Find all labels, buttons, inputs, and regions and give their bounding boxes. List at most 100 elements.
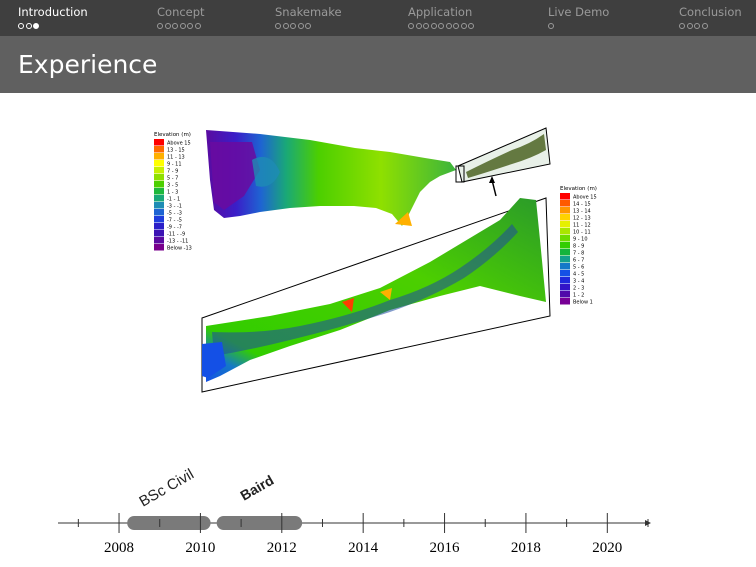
- nav-slide-dot[interactable]: [415, 23, 422, 29]
- nav-section-application[interactable]: Application: [408, 5, 473, 19]
- legend-swatch: [560, 270, 570, 277]
- timeline: BSc Civil Baird 2008 2010 2012 2014 2016 2018 2…: [58, 466, 651, 556]
- legend-entry: 7 - 9: [167, 169, 178, 175]
- nav-slide-dot[interactable]: [157, 23, 163, 29]
- legend-swatch: [154, 209, 164, 216]
- nav-slide-dot[interactable]: [18, 23, 24, 29]
- legend-swatch: [560, 228, 570, 235]
- nav-slide-dot[interactable]: [548, 23, 554, 29]
- nav-section-conclusion[interactable]: Conclusion: [679, 5, 742, 19]
- legend-swatch: [560, 277, 570, 284]
- legend-swatch: [154, 188, 164, 195]
- nav-slide-dots: [157, 23, 201, 31]
- legend-entry: 5 - 7: [167, 176, 178, 182]
- timeline-year-label: 2012: [267, 540, 297, 556]
- timeline-year-label: 2016: [430, 540, 461, 556]
- nav-slide-dot[interactable]: [453, 23, 459, 29]
- nav-slide-dot[interactable]: [164, 23, 171, 29]
- legend-swatch: [154, 244, 164, 251]
- legend-swatch: [560, 284, 570, 291]
- legend-entry: 1 - 2: [573, 293, 584, 299]
- legend-entry: -3 - -1: [167, 204, 182, 210]
- nav-slide-dot[interactable]: [297, 23, 304, 29]
- nav-slide-dot[interactable]: [275, 23, 281, 29]
- legend-entry: 9 - 10: [573, 237, 588, 243]
- nav-slide-dot[interactable]: [33, 23, 39, 29]
- timeline-period-label: Baird: [237, 472, 276, 504]
- legend-entry: Below 1: [573, 300, 593, 306]
- timeline-year-label: 2014: [348, 540, 379, 556]
- legend-swatch: [154, 230, 164, 237]
- nav-slide-dot[interactable]: [701, 23, 708, 29]
- nav-slide-dot[interactable]: [468, 23, 474, 29]
- zoom-inset: [455, 127, 551, 183]
- legend-swatch: [154, 202, 164, 209]
- nav-slide-dot[interactable]: [187, 23, 193, 29]
- legend-entry: Above 15: [573, 195, 597, 201]
- nav-section-concept[interactable]: Concept: [157, 5, 205, 19]
- legend-swatch: [560, 235, 570, 242]
- legend-entry: 12 - 13: [573, 216, 591, 222]
- legend-swatch: [560, 263, 570, 270]
- timeline-year-label: 2010: [185, 540, 215, 556]
- nav-slide-dot[interactable]: [438, 23, 444, 29]
- nav-slide-dots: [408, 23, 474, 31]
- nav-slide-dot[interactable]: [686, 23, 693, 29]
- legend-entry: 13 - 14: [573, 209, 591, 215]
- timeline-period-label: BSc Civil: [136, 466, 196, 511]
- nav-slide-dot[interactable]: [679, 23, 685, 29]
- nav-slide-dot[interactable]: [305, 23, 311, 29]
- nav-slide-dots: [18, 23, 39, 31]
- nav-slide-dot[interactable]: [290, 23, 296, 29]
- frame-title-bar: [0, 36, 756, 93]
- legend-swatch: [560, 193, 570, 200]
- legend-swatch: [560, 242, 570, 249]
- legend-entry: 11 - 12: [573, 223, 591, 229]
- legend-swatch: [154, 181, 164, 188]
- legend-swatch: [154, 216, 164, 223]
- nav-slide-dot[interactable]: [282, 23, 289, 29]
- nav-slide-dot[interactable]: [25, 23, 32, 29]
- nav-slide-dots: [548, 23, 554, 31]
- nav-slide-dot[interactable]: [460, 23, 467, 29]
- nav-slide-dot[interactable]: [445, 23, 452, 29]
- nav-slide-dot[interactable]: [430, 23, 437, 29]
- legend-entry: -5 - -3: [167, 211, 182, 217]
- legend-entry: -13 - -11: [167, 239, 188, 245]
- nav-slide-dot[interactable]: [423, 23, 429, 29]
- legend-entry: 2 - 3: [573, 286, 584, 292]
- nav-section-introduction[interactable]: Introduction: [18, 5, 88, 19]
- nav-slide-dots: [275, 23, 311, 31]
- lower-elevation-map: [201, 197, 551, 393]
- legend-entry: 5 - 6: [573, 265, 584, 271]
- timeline-period-bar: [127, 516, 211, 530]
- nav-slide-dot[interactable]: [694, 23, 700, 29]
- legend-swatch: [154, 237, 164, 244]
- legend-swatch: [560, 214, 570, 221]
- legend-swatch: [560, 298, 570, 305]
- legend-entry: 11 - 13: [167, 155, 185, 161]
- frame-title: Experience: [18, 50, 158, 79]
- legend-entry: 7 - 8: [573, 251, 584, 257]
- legend-swatch: [560, 256, 570, 263]
- nav-section-snakemake[interactable]: Snakemake: [275, 5, 342, 19]
- timeline-year-label: 2020: [592, 540, 622, 556]
- legend-swatch: [560, 249, 570, 256]
- legend-swatch: [560, 291, 570, 298]
- legend-entry: 14 - 15: [573, 202, 591, 208]
- legend-swatch: [154, 223, 164, 230]
- timeline-period-bar: [216, 516, 303, 530]
- legend-swatch: [560, 221, 570, 228]
- nav-slide-dot[interactable]: [172, 23, 178, 29]
- nav-slide-dot[interactable]: [194, 23, 201, 29]
- legend-swatch: [154, 160, 164, 167]
- nav-slide-dot[interactable]: [408, 23, 414, 29]
- legend-entry: 3 - 5: [167, 183, 178, 189]
- upper-elevation-map: [206, 130, 456, 226]
- legend-entry: -9 - -7: [167, 225, 182, 231]
- legend-entry: 13 - 15: [167, 148, 185, 154]
- nav-slide-dot[interactable]: [179, 23, 186, 29]
- legend-entry: 9 - 11: [167, 162, 182, 168]
- navigation-bar: Introduction Concept Snakemake Application L…: [0, 0, 756, 36]
- nav-section-live-demo[interactable]: Live Demo: [548, 5, 610, 19]
